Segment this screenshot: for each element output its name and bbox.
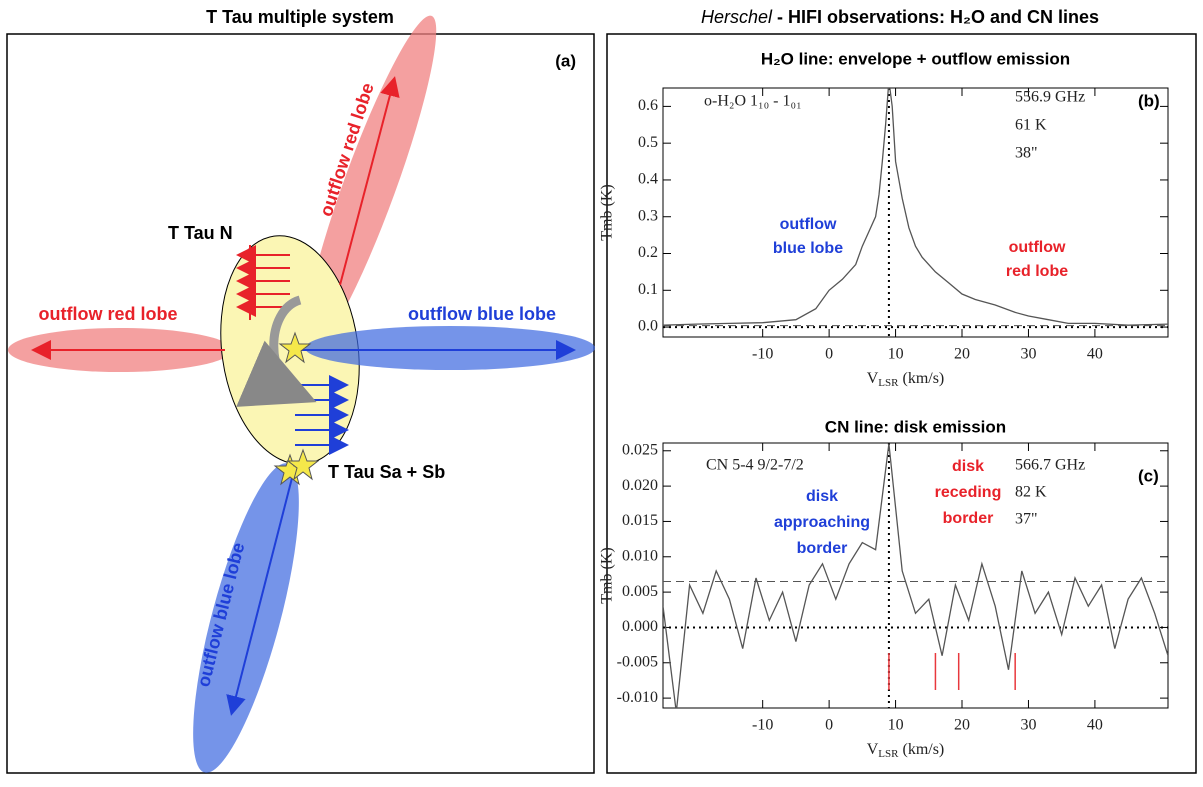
blue-label: border — [797, 540, 848, 557]
x-tick-label: 30 — [1020, 717, 1036, 734]
blue-label: approaching — [774, 514, 870, 531]
annotation: 566.7 GHz — [1015, 457, 1085, 474]
x-label-main: V — [867, 741, 879, 758]
y-tick-label: 0.005 — [622, 583, 658, 600]
rotation-arrow — [236, 295, 317, 407]
x-tick-label: 0 — [825, 717, 833, 734]
red-label: disk — [952, 458, 984, 475]
x-label-sub: LSR — [878, 748, 899, 760]
y-tick-label: 0.3 — [638, 207, 658, 224]
red-velocity-arrows — [236, 245, 290, 320]
y-tick-label: -0.005 — [617, 653, 658, 670]
annotation: 37" — [1015, 511, 1038, 528]
x-tick-label: -10 — [752, 346, 773, 363]
panel-right-frame — [606, 33, 1197, 774]
diagram: (a) T Tau N T Tau Sa + Sb outflow red lo… — [8, 15, 595, 773]
plot-frame — [662, 87, 1169, 338]
x-tick-label: 10 — [888, 346, 904, 363]
x-label-main: V — [867, 370, 879, 387]
annotation: 556.9 GHz — [1015, 89, 1085, 106]
blue-label: blue lobe — [773, 240, 843, 257]
x-tick-label: 10 — [888, 717, 904, 734]
right-title: Herschel - HIFI observations: H₂O and CN… — [701, 7, 1099, 27]
y-tick-label: 0.5 — [638, 134, 658, 151]
star — [286, 448, 320, 481]
panel-label: (b) — [1138, 91, 1160, 110]
right-title-rest: - HIFI observations: H₂O and CN lines — [772, 7, 1099, 27]
red-label: red lobe — [1006, 263, 1068, 280]
x-axis-label: VLSR (km/s) — [867, 741, 945, 760]
annotation: 82 K — [1015, 484, 1047, 501]
y-tick-label: 0.025 — [622, 441, 658, 458]
x-tick-label: 40 — [1087, 346, 1103, 363]
x-tick-label: 20 — [954, 717, 970, 734]
panel-a-frame — [6, 33, 595, 774]
y-tick-label: 0.4 — [638, 171, 658, 188]
y-tick-label: 0.1 — [638, 281, 658, 298]
south-label: T Tau Sa + Sb — [328, 462, 445, 482]
x-tick-label: 30 — [1020, 346, 1036, 363]
blue-lobe-down — [193, 463, 299, 773]
spectrum-line — [663, 88, 1168, 326]
x-tick-label: -10 — [752, 717, 773, 734]
star — [278, 331, 312, 364]
plot-frame — [662, 442, 1169, 709]
y-tick-label: 0.015 — [622, 512, 658, 529]
annotation: 61 K — [1015, 117, 1047, 134]
blue-lobe-right — [305, 326, 595, 370]
blue-label: outflow — [780, 216, 837, 233]
y-axis-label: Tmb (K) — [599, 547, 616, 603]
arrow — [339, 76, 400, 286]
x-tick-label: 40 — [1087, 717, 1103, 734]
x-label-unit: (km/s) — [898, 741, 944, 758]
red-label: border — [943, 510, 994, 527]
x-label-unit: (km/s) — [898, 370, 944, 387]
y-tick-label: 0.2 — [638, 244, 658, 261]
red-label: outflow — [1009, 239, 1066, 256]
lobe-label: outflow red lobe — [39, 304, 178, 324]
y-tick-label: 0.6 — [638, 97, 658, 114]
annotation: 38" — [1015, 145, 1038, 162]
line-id: CN 5-4 9/2-7/2 — [706, 457, 804, 474]
chart-title: H₂O line: envelope + outflow emission — [761, 49, 1070, 68]
y-axis-label: Tmb (K) — [599, 184, 616, 240]
red-lobe-up — [303, 15, 437, 355]
x-tick-label: 0 — [825, 346, 833, 363]
panel-label: (c) — [1138, 466, 1159, 485]
blue-label: disk — [806, 488, 838, 505]
panel-label: (a) — [555, 51, 576, 70]
y-tick-label: 0.020 — [622, 477, 658, 494]
right-title-italic: Herschel — [701, 7, 773, 27]
north-label: T Tau N — [168, 223, 233, 243]
spectrum-line — [663, 443, 1168, 708]
x-axis-label: VLSR (km/s) — [867, 370, 945, 389]
x-tick-label: 20 — [954, 346, 970, 363]
y-tick-label: -0.010 — [617, 689, 658, 706]
line-id: o-H₂O 1₁₀ - 1₀₁ — [704, 93, 802, 110]
chart-title: CN line: disk emission — [825, 417, 1006, 436]
lobe-label: outflow blue lobe — [408, 304, 556, 324]
arrow — [226, 477, 293, 716]
red-label: receding — [935, 484, 1002, 501]
y-tick-label: 0.000 — [622, 618, 658, 635]
x-label-sub: LSR — [878, 377, 899, 389]
y-tick-label: 0.010 — [622, 547, 658, 564]
left-title: T Tau multiple system — [206, 7, 394, 27]
y-tick-label: 0.0 — [638, 318, 658, 335]
